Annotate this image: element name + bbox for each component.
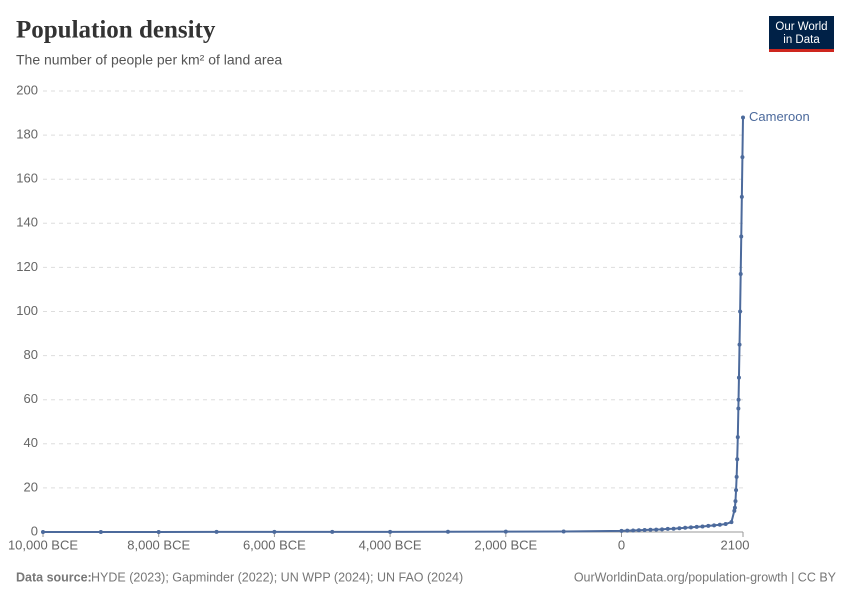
y-tick-label: 120: [16, 259, 38, 274]
data-point: [732, 508, 737, 513]
data-point: [660, 527, 665, 532]
data-point: [735, 457, 740, 462]
series-label: Cameroon: [749, 109, 810, 124]
data-point: [625, 528, 630, 533]
data-point: [717, 522, 722, 527]
data-point: [388, 529, 393, 534]
x-tick-label: 8,000 BCE: [127, 537, 190, 552]
data-point: [735, 435, 740, 440]
data-point: [671, 526, 676, 531]
data-point: [737, 342, 742, 347]
data-point: [740, 155, 745, 160]
data-point: [665, 526, 670, 531]
data-point: [700, 524, 705, 529]
data-point: [41, 529, 45, 534]
data-point: [706, 523, 711, 528]
data-point: [732, 505, 737, 510]
data-point: [738, 309, 743, 314]
data-point: [694, 524, 699, 529]
x-tick-label: 2,000 BCE: [474, 537, 537, 552]
y-tick-label: 40: [24, 435, 38, 450]
source-label: Data source:: [16, 570, 92, 584]
data-point: [677, 526, 682, 531]
logo[interactable]: [769, 16, 834, 52]
data-point: [631, 528, 636, 533]
data-point: [739, 194, 744, 199]
data-point: [619, 528, 624, 533]
data-point: [712, 523, 717, 528]
data-point: [98, 529, 103, 534]
data-point: [648, 527, 653, 532]
x-tick-label: 4,000 BCE: [359, 537, 422, 552]
data-point: [636, 528, 641, 533]
y-tick-label: 60: [24, 391, 38, 406]
y-tick-label: 160: [16, 171, 38, 186]
y-tick-label: 20: [24, 479, 38, 494]
y-tick-label: 0: [31, 523, 38, 538]
source-text: HYDE (2023); Gapminder (2022); UN WPP (2…: [91, 570, 463, 584]
logo-text: in Data: [783, 34, 820, 46]
data-point: [445, 529, 450, 534]
data-point: [736, 375, 741, 380]
data-point: [642, 528, 647, 533]
data-point: [739, 234, 744, 239]
data-point: [503, 529, 508, 534]
y-tick-label: 80: [24, 347, 38, 362]
data-point: [683, 525, 688, 530]
footer-link[interactable]: OurWorldinData.org/population-growth | C…: [574, 570, 837, 584]
data-point: [156, 529, 161, 534]
y-tick-label: 180: [16, 127, 38, 142]
data-point: [733, 499, 738, 504]
data-point: [272, 529, 277, 534]
x-tick-label: 6,000 BCE: [243, 537, 306, 552]
chart-title: Population density: [16, 17, 216, 44]
data-point: [654, 527, 659, 532]
data-point: [738, 272, 743, 277]
data-point: [723, 522, 728, 527]
x-tick-label: 2100: [721, 537, 750, 552]
data-point: [734, 488, 739, 493]
data-point: [330, 529, 335, 534]
data-point: [729, 520, 734, 525]
data-point: [734, 474, 739, 479]
y-tick-label: 100: [16, 303, 38, 318]
data-point: [561, 529, 566, 534]
y-tick-label: 200: [16, 82, 38, 97]
data-point: [214, 529, 219, 534]
x-tick-label: 10,000 BCE: [8, 537, 78, 552]
data-point: [741, 115, 745, 120]
chart-subtitle: The number of people per km² of land are…: [16, 52, 282, 68]
y-tick-label: 140: [16, 215, 38, 230]
data-point: [736, 397, 741, 402]
data-point: [688, 525, 693, 530]
x-tick-label: 0: [618, 537, 625, 552]
logo-stripe: [769, 49, 834, 52]
logo-text: Our World: [775, 21, 827, 33]
data-point: [736, 406, 741, 411]
